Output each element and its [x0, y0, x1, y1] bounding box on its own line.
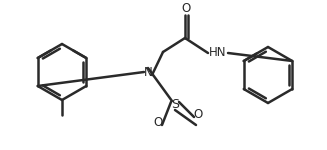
Text: S: S: [171, 99, 179, 111]
Text: O: O: [182, 3, 191, 15]
Text: O: O: [153, 116, 163, 129]
Text: HN: HN: [209, 46, 227, 60]
Text: O: O: [193, 108, 203, 122]
Text: N: N: [144, 66, 152, 78]
